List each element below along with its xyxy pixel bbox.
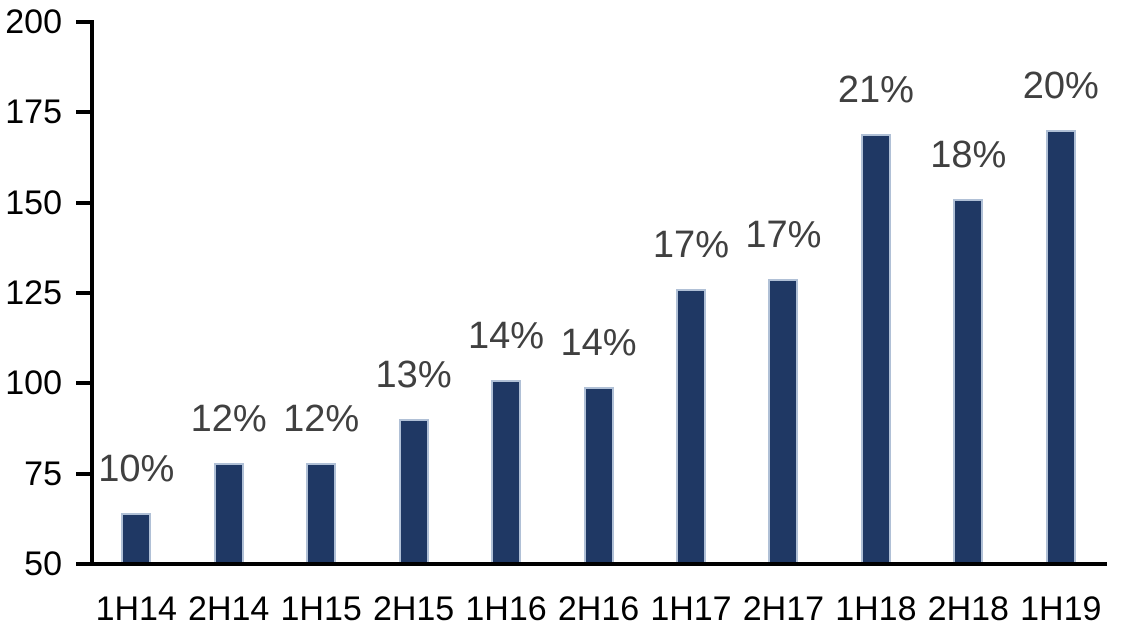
bar (398, 419, 429, 566)
x-axis-tick-label: 2H18 (927, 590, 1009, 628)
bar (213, 462, 244, 566)
x-axis-tick-label: 2H14 (188, 590, 270, 628)
y-axis-tick (76, 200, 90, 205)
bar-value-label: 10% (98, 448, 175, 491)
y-axis-line (90, 20, 94, 566)
bar-value-label: 17% (745, 213, 822, 256)
x-axis-tick-label: 2H15 (372, 590, 455, 628)
x-axis-tick-label: 2H16 (557, 590, 640, 628)
bar-value-label: 12% (283, 397, 360, 440)
x-axis-tick-label: 1H18 (835, 590, 917, 628)
y-axis-tick (76, 110, 90, 115)
y-axis-tick-label: 200 (5, 3, 62, 41)
x-axis-tick-label: 1H19 (1020, 590, 1102, 628)
bar-value-label: 20% (1022, 65, 1099, 108)
x-axis-tick-label: 1H14 (95, 590, 177, 628)
bar-value-label: 13% (375, 354, 452, 397)
bar (306, 462, 337, 566)
y-axis-tick (76, 291, 90, 295)
bar (953, 199, 984, 566)
x-axis-tick-label: 2H17 (742, 590, 825, 628)
x-axis-line (76, 562, 1107, 566)
y-axis-tick-label: 150 (5, 183, 62, 222)
y-axis-tick (76, 381, 90, 386)
bar-value-label: 18% (930, 134, 1007, 177)
x-axis-tick-label: 1H15 (280, 590, 362, 628)
bar (1045, 130, 1076, 566)
bar-value-label: 14% (560, 321, 637, 364)
y-axis-tick-label: 50 (24, 545, 62, 583)
bar (860, 134, 891, 566)
y-axis-tick-label: 100 (5, 364, 62, 403)
y-axis-tick-label: 175 (5, 93, 62, 132)
y-axis-tick-label: 75 (24, 454, 62, 493)
y-axis-tick (76, 471, 90, 476)
bar-value-label: 12% (190, 397, 267, 440)
x-axis-tick-label: 1H17 (650, 590, 732, 628)
x-axis-tick-label: 1H16 (465, 590, 547, 628)
bar-value-label: 17% (652, 224, 729, 267)
bar (491, 379, 522, 566)
y-axis-tick (76, 20, 90, 24)
bar (583, 386, 614, 566)
bar (121, 513, 152, 566)
bar (768, 278, 799, 566)
bar (675, 289, 706, 566)
bar-value-label: 14% (468, 314, 545, 357)
y-axis-tick-label: 125 (5, 274, 62, 312)
bar-value-label: 21% (837, 69, 914, 111)
